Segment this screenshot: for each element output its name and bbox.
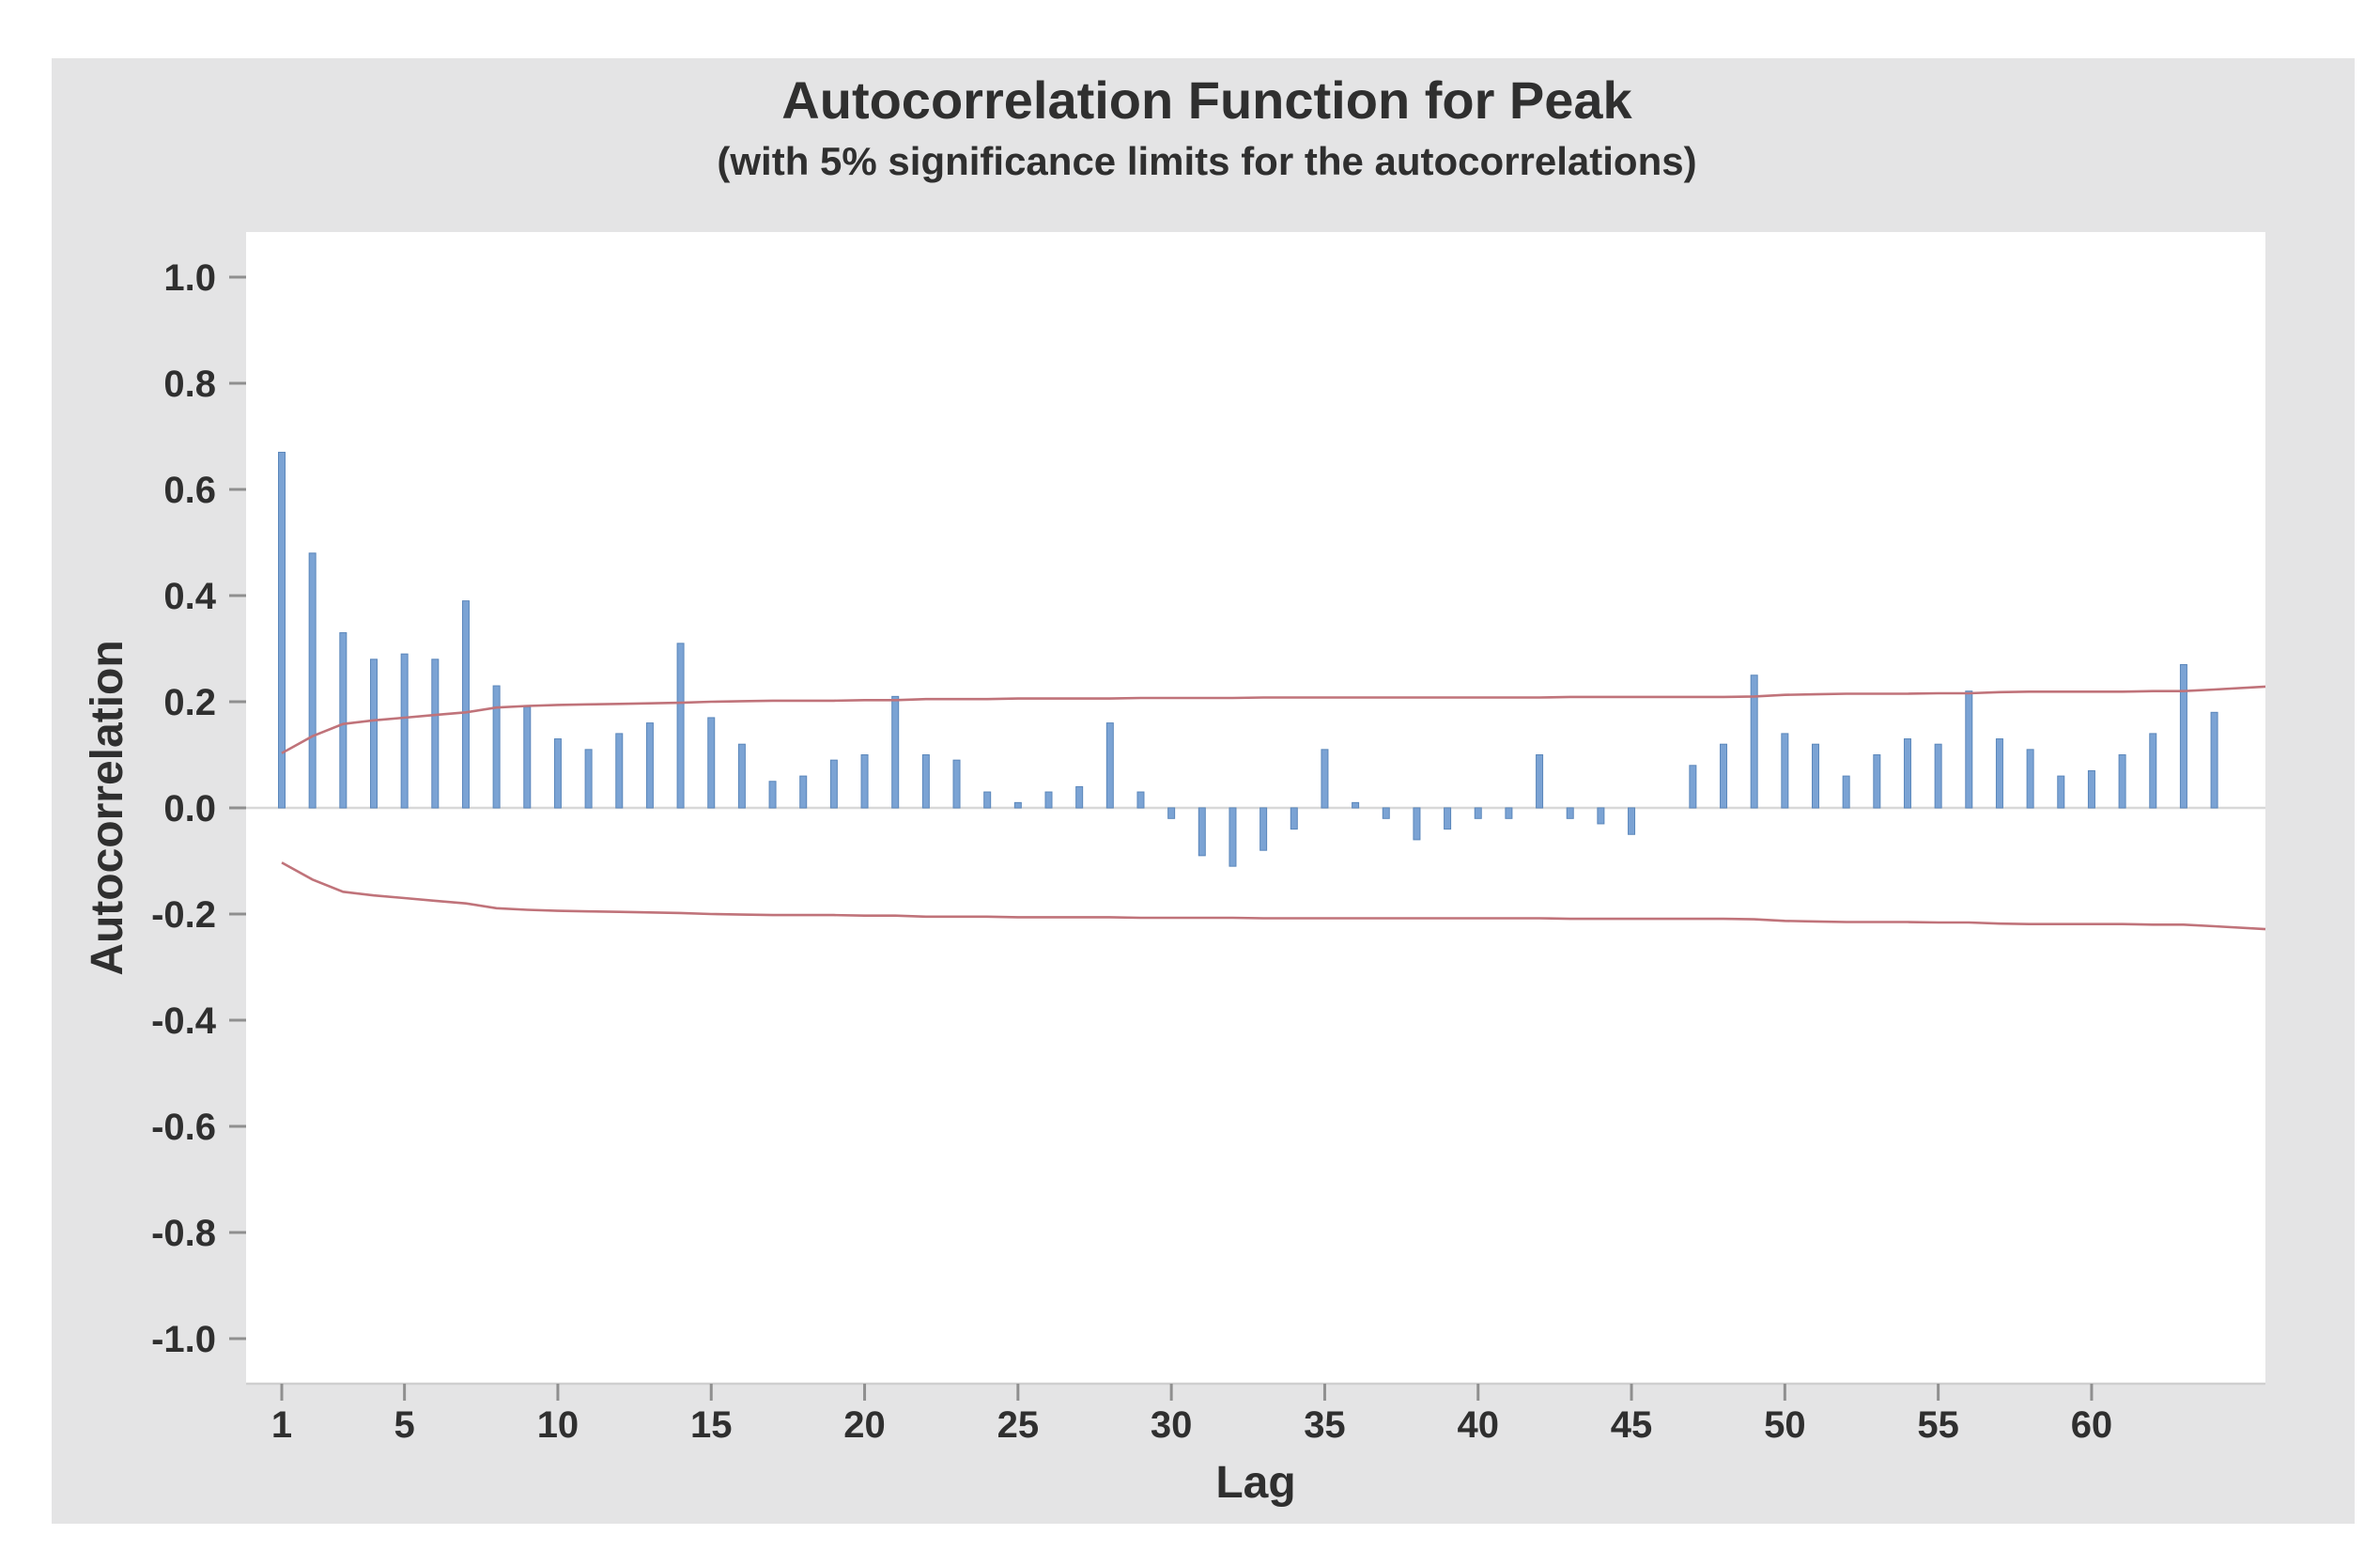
acf-bar-lag-39 bbox=[1444, 807, 1452, 830]
acf-bar-lag-50 bbox=[1781, 733, 1789, 809]
acf-bar-lag-26 bbox=[1044, 791, 1053, 809]
chart-title: Autocorrelation Function for Peak bbox=[781, 70, 1632, 130]
acf-bar-lag-17 bbox=[768, 781, 777, 809]
acf-bar-lag-8 bbox=[492, 685, 501, 809]
acf-bar-lag-59 bbox=[2057, 775, 2065, 809]
y-tick-label: 0.8 bbox=[163, 364, 216, 405]
acf-bar-lag-29 bbox=[1136, 791, 1145, 809]
acf-bars-layer bbox=[278, 451, 2218, 867]
y-tick-label: -0.8 bbox=[151, 1213, 216, 1254]
acf-bar-lag-2 bbox=[308, 552, 317, 809]
acf-bar-lag-9 bbox=[523, 706, 532, 809]
acf-bar-lag-22 bbox=[921, 754, 930, 809]
acf-bar-lag-51 bbox=[1812, 743, 1819, 809]
x-tick-label: 30 bbox=[1151, 1404, 1193, 1446]
acf-bar-lag-36 bbox=[1352, 801, 1360, 809]
acf-bar-lag-5 bbox=[400, 653, 409, 809]
acf-bar-lag-41 bbox=[1505, 807, 1513, 819]
acf-bar-lag-7 bbox=[461, 600, 470, 809]
significance-limits-layer bbox=[281, 685, 2266, 931]
acf-bar-lag-20 bbox=[860, 754, 869, 809]
acf-bar-lag-52 bbox=[1842, 775, 1850, 809]
acf-bar-lag-58 bbox=[2026, 749, 2034, 809]
acf-bar-lag-12 bbox=[615, 733, 624, 809]
acf-bar-lag-56 bbox=[1965, 690, 1973, 809]
acf-bar-lag-19 bbox=[829, 759, 838, 809]
y-tick-label: -0.2 bbox=[151, 894, 216, 936]
acf-bar-lag-64 bbox=[2210, 711, 2218, 809]
y-tick-label: -1.0 bbox=[151, 1319, 216, 1360]
acf-bar-lag-63 bbox=[2179, 663, 2187, 809]
acf-bar-lag-3 bbox=[339, 632, 348, 809]
x-tick-label: 10 bbox=[537, 1404, 580, 1446]
acf-bar-lag-60 bbox=[2087, 769, 2095, 809]
acf-bar-lag-44 bbox=[1597, 807, 1605, 825]
acf-bar-lag-14 bbox=[676, 643, 685, 809]
acf-bar-lag-34 bbox=[1290, 807, 1298, 830]
acf-bar-lag-24 bbox=[983, 791, 992, 809]
acf-bar-lag-28 bbox=[1105, 722, 1114, 809]
acf-bar-lag-32 bbox=[1229, 807, 1237, 867]
acf-bar-lag-53 bbox=[1873, 754, 1881, 809]
x-tick-label: 45 bbox=[1611, 1404, 1653, 1446]
y-tick-label: 0.4 bbox=[163, 576, 216, 617]
acf-bar-lag-23 bbox=[952, 759, 961, 809]
acf-bar-lag-57 bbox=[1995, 738, 2003, 809]
x-tick-label: 50 bbox=[1764, 1404, 1806, 1446]
acf-bar-lag-35 bbox=[1321, 749, 1329, 809]
acf-bar-lag-16 bbox=[737, 743, 746, 809]
acf-bar-lag-1 bbox=[278, 451, 286, 809]
x-tick-label: 55 bbox=[1917, 1404, 1959, 1446]
acf-bar-lag-45 bbox=[1628, 807, 1636, 835]
acf-bar-lag-4 bbox=[369, 659, 378, 809]
acf-bar-lag-47 bbox=[1689, 765, 1697, 809]
y-axis-label: Autocorrelation bbox=[83, 640, 132, 975]
acf-bar-lag-42 bbox=[1536, 754, 1544, 809]
acf-bar-lag-21 bbox=[891, 695, 900, 809]
acf-bar-lag-43 bbox=[1566, 807, 1574, 819]
x-tick-label: 25 bbox=[997, 1404, 1040, 1446]
x-tick-label: 40 bbox=[1457, 1404, 1499, 1446]
y-tick-label: 0.6 bbox=[163, 470, 216, 511]
acf-bar-lag-30 bbox=[1167, 807, 1176, 819]
acf-bar-lag-18 bbox=[799, 775, 808, 809]
acf-bar-lag-38 bbox=[1413, 807, 1421, 841]
acf-bar-lag-49 bbox=[1750, 674, 1758, 809]
acf-bar-lag-40 bbox=[1474, 807, 1482, 819]
acf-bar-lag-55 bbox=[1934, 743, 1942, 809]
acf-bar-lag-33 bbox=[1260, 807, 1268, 851]
acf-bar-lag-27 bbox=[1075, 785, 1084, 809]
acf-bar-lag-11 bbox=[584, 749, 593, 809]
y-tick-label: 0.0 bbox=[163, 788, 216, 829]
lower-significance-limit bbox=[281, 861, 2266, 931]
y-tick-label: 1.0 bbox=[163, 257, 216, 299]
y-tick-label: -0.6 bbox=[151, 1107, 216, 1148]
x-tick-label: 5 bbox=[394, 1404, 415, 1446]
acf-bar-lag-6 bbox=[431, 659, 440, 809]
acf-bar-lag-10 bbox=[553, 738, 562, 809]
chart-subtitle: (with 5% significance limits for the aut… bbox=[717, 139, 1696, 183]
x-tick-label: 1 bbox=[271, 1404, 292, 1446]
y-tick-label: -0.4 bbox=[151, 1000, 217, 1042]
tick-labels-layer: 1.00.80.60.40.20.0-0.2-0.4-0.6-0.8-1.01 5… bbox=[151, 257, 2112, 1446]
x-tick-label: 15 bbox=[690, 1404, 733, 1446]
acf-bar-lag-54 bbox=[1903, 738, 1911, 809]
acf-bar-lag-61 bbox=[2118, 754, 2126, 809]
acf-bar-lag-13 bbox=[645, 722, 654, 809]
x-tick-label: 35 bbox=[1304, 1404, 1346, 1446]
acf-bar-lag-31 bbox=[1198, 807, 1206, 857]
tick-layer bbox=[229, 275, 2094, 1401]
acf-bar-lag-25 bbox=[1013, 801, 1022, 809]
acf-bar-lag-15 bbox=[707, 717, 716, 809]
acf-bar-lag-37 bbox=[1382, 807, 1390, 819]
y-tick-label: 0.2 bbox=[163, 682, 216, 723]
x-axis-label: Lag bbox=[1215, 1458, 1295, 1508]
acf-bar-lag-48 bbox=[1720, 743, 1728, 809]
acf-bar-lag-62 bbox=[2149, 733, 2157, 809]
upper-significance-limit bbox=[281, 685, 2266, 754]
x-tick-label: 60 bbox=[2071, 1404, 2113, 1446]
x-tick-label: 20 bbox=[843, 1404, 886, 1446]
